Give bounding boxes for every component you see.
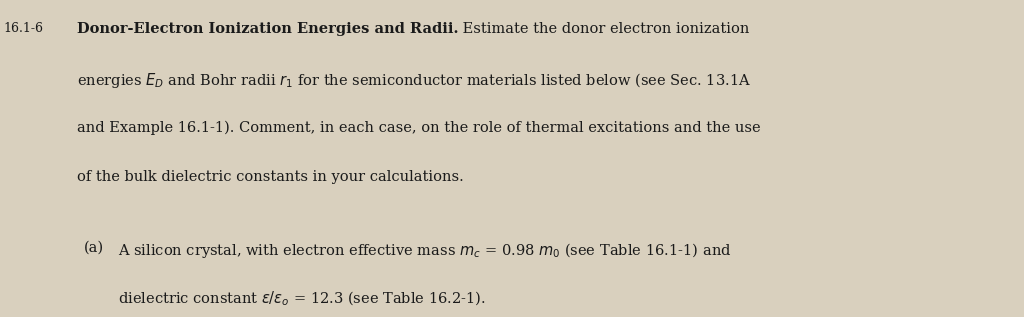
Text: Estimate the donor electron ionization: Estimate the donor electron ionization (459, 22, 750, 36)
Text: and Example 16.1-1). Comment, in each case, on the role of thermal excitations a: and Example 16.1-1). Comment, in each ca… (77, 120, 761, 135)
Text: Donor-Electron Ionization Energies and Radii.: Donor-Electron Ionization Energies and R… (77, 22, 459, 36)
Text: of the bulk dielectric constants in your calculations.: of the bulk dielectric constants in your… (77, 170, 464, 184)
Text: dielectric constant $\epsilon/\epsilon_o$ = 12.3 (see Table 16.2-1).: dielectric constant $\epsilon/\epsilon_o… (118, 290, 485, 308)
Text: energies $E_D$ and Bohr radii $r_1$ for the semiconductor materials listed below: energies $E_D$ and Bohr radii $r_1$ for … (77, 71, 751, 90)
Text: A silicon crystal, with electron effective mass $m_c$ = 0.98 $m_0$ (see Table 16: A silicon crystal, with electron effecti… (118, 241, 731, 260)
Text: 16.1-6: 16.1-6 (3, 22, 43, 35)
Text: (a): (a) (84, 241, 104, 255)
